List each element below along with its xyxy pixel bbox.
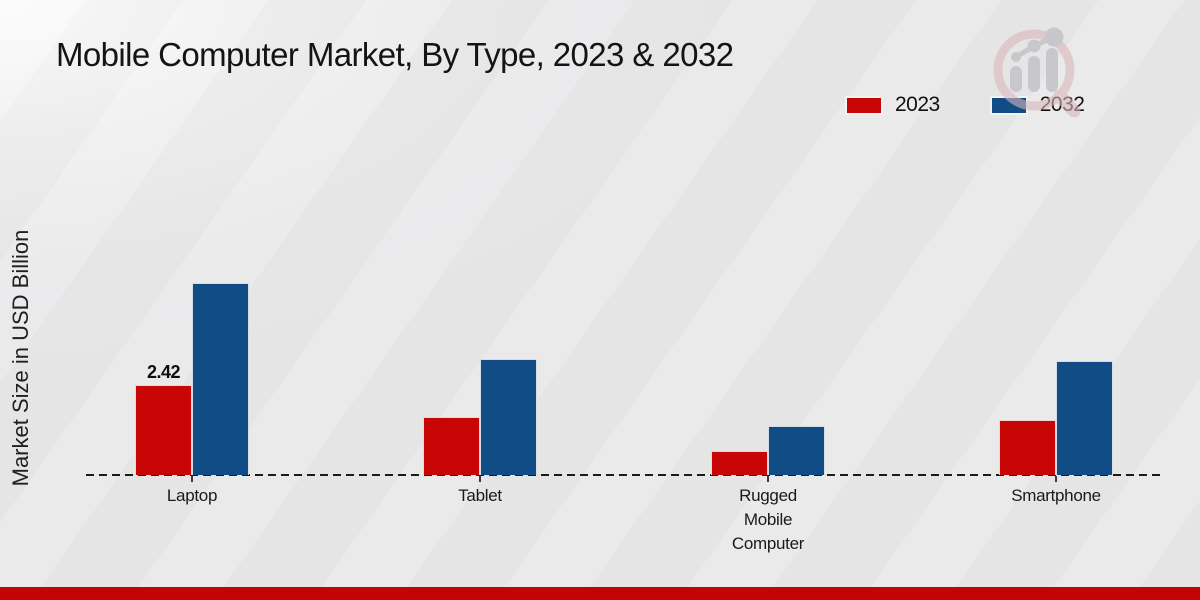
legend-label-2023: 2023 [895,93,940,116]
chart-title: Mobile Computer Market, By Type, 2023 & … [56,36,734,73]
watermark-logo [993,27,1081,118]
bottom-accent-bar [0,587,1200,600]
bar-2032-rugged-mobile-computer [768,425,825,475]
category-label-laptop: Laptop [166,486,218,505]
bar-2023-rugged-mobile-computer [711,450,768,475]
bar-2023-laptop [135,384,192,475]
bar-2032-smartphone [1056,361,1113,475]
bar-2023-smartphone [999,419,1056,475]
category-label-rugged-mobile-computer: Rugged Mobile Computer [731,486,805,553]
bar-2032-laptop [192,283,249,475]
axis-tick-laptop [191,476,193,482]
bar-value-label: 2.42 [146,361,181,382]
axis-tick-tablet [479,476,481,482]
axis-tick-rugged-mobile-computer [767,476,769,482]
axis-tick-smartphone [1055,476,1057,482]
bar-2023-tablet [423,417,480,475]
bar-2032-tablet [480,358,537,475]
legend-item-2023: 2023 [845,93,940,117]
legend-swatch-2023 [845,95,883,115]
category-label-tablet: Tablet [458,486,502,505]
x-axis-line [86,474,1164,476]
category-label-smartphone: Smartphone [1011,486,1101,505]
